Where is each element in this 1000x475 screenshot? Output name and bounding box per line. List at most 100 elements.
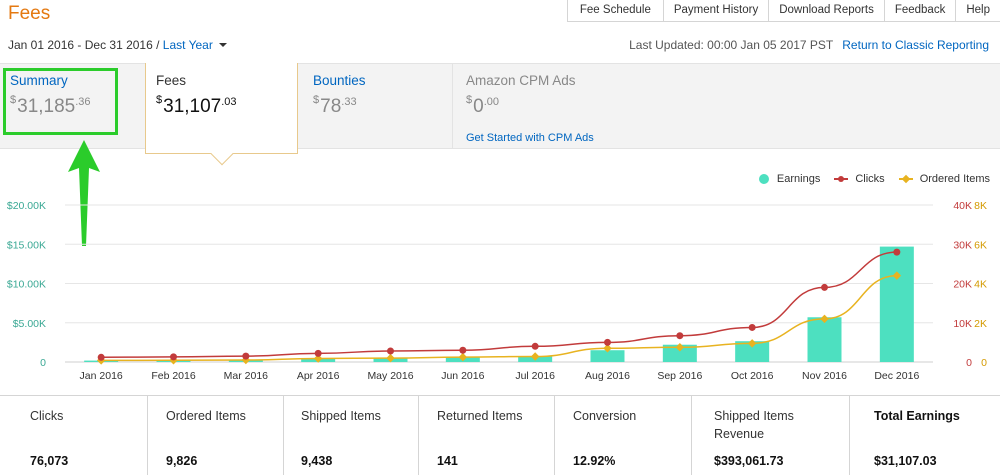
stat-label: Shipped Items	[301, 409, 381, 423]
active-tab-pointer	[210, 142, 234, 166]
page-title: Fees	[8, 3, 51, 24]
point-clicks	[459, 346, 467, 354]
tab-fees-label: Fees	[156, 73, 187, 88]
amount-cents: .33	[341, 96, 357, 108]
x-tick-label: Jan 2016	[80, 370, 123, 382]
stat-label: Ordered Items	[166, 409, 246, 423]
stat-label: Total Earnings	[874, 409, 960, 423]
legend-ordered-swatch	[898, 174, 913, 183]
help-button[interactable]: Help	[955, 0, 1000, 22]
y-left-tick-label: $5.00K	[13, 318, 46, 330]
x-tick-label: May 2016	[367, 370, 413, 382]
caret-down-icon	[218, 43, 227, 47]
y-right-outer-tick-label: 10K	[953, 318, 972, 330]
x-tick-label: Oct 2016	[731, 370, 774, 382]
amount-whole: 31,107	[163, 96, 222, 117]
tab-cpm-label: Amazon CPM Ads	[466, 73, 576, 88]
stat-returned-items: Returned Items 141	[419, 396, 555, 475]
tab-fees[interactable]: Fees $31,107.03	[145, 63, 298, 166]
date-range: Jan 01 2016 - Dec 31 2016 / Last Year	[8, 38, 227, 52]
currency-symbol: $	[156, 94, 163, 106]
y-right-inner-tick-label: 6K	[974, 239, 987, 251]
classic-reporting-link[interactable]: Return to Classic Reporting	[842, 38, 989, 52]
tab-summary[interactable]: Summary $31,185.36	[0, 63, 145, 149]
y-right-outer-tick-label: 20K	[953, 279, 972, 291]
x-tick-label: Jun 2016	[441, 370, 484, 382]
x-tick-label: Aug 2016	[585, 370, 630, 382]
x-tick-label: Dec 2016	[874, 370, 919, 382]
stat-total-earnings: Total Earnings $31,107.03	[850, 396, 1000, 475]
date-preset-dropdown[interactable]: Last Year	[163, 38, 227, 52]
tab-summary-amount: $31,185.36	[10, 94, 135, 118]
point-clicks	[676, 332, 684, 340]
cpm-get-started-link[interactable]: Get Started with CPM Ads	[466, 132, 594, 144]
tab-cpm-amount: $0.00	[466, 94, 646, 118]
currency-symbol: $	[466, 94, 473, 106]
amount-cents: .36	[75, 96, 91, 108]
date-range-text: Jan 01 2016 - Dec 31 2016	[8, 38, 153, 52]
stat-value: 9,826	[166, 454, 198, 468]
y-right-outer-tick-label: 40K	[953, 200, 972, 212]
tab-cpm-ads[interactable]: Amazon CPM Ads $0.00 Get Started with CP…	[456, 63, 656, 149]
amount-whole: 78	[320, 96, 342, 117]
legend-clicks[interactable]: Clicks	[834, 173, 885, 185]
legend-ordered-label: Ordered Items	[919, 173, 990, 185]
y-left-tick-label: $10.00K	[7, 279, 46, 291]
point-ordered-items	[530, 352, 540, 361]
y-right-outer-tick-label: 30K	[953, 239, 972, 251]
download-reports-button[interactable]: Download Reports	[768, 0, 884, 22]
fee-schedule-button[interactable]: Fee Schedule	[566, 0, 663, 22]
y-right-outer-tick-label: 0	[966, 357, 972, 369]
legend-ordered-items[interactable]: Ordered Items	[898, 173, 990, 185]
stat-value: $31,107.03	[874, 454, 937, 468]
status-row: Last Updated: 00:00 Jan 05 2017 PST Retur…	[629, 38, 989, 52]
point-clicks	[242, 352, 250, 360]
stat-label: Conversion	[573, 409, 637, 423]
currency-symbol: $	[313, 94, 320, 106]
point-clicks	[893, 248, 901, 256]
stat-value: 12.92%	[573, 454, 616, 468]
tab-fees-amount: $31,107.03	[156, 94, 287, 118]
y-right-inner-tick-label: 2K	[974, 318, 987, 330]
point-clicks	[314, 349, 322, 357]
point-ordered-items	[458, 352, 468, 362]
payment-history-button[interactable]: Payment History	[662, 0, 769, 22]
bar-earnings	[590, 350, 625, 362]
stat-label: Returned Items	[437, 409, 523, 423]
y-right-inner-tick-label: 0	[981, 357, 987, 369]
stat-conversion: Conversion 12.92%	[555, 396, 692, 475]
legend-earnings[interactable]: Earnings	[758, 173, 821, 185]
stat-label: Shipped Items Revenue	[714, 409, 794, 441]
tab-summary-label: Summary	[10, 73, 68, 88]
point-ordered-items	[675, 343, 685, 352]
last-updated-text: Last Updated: 00:00 Jan 05 2017 PST	[629, 38, 834, 52]
tab-bounties[interactable]: Bounties $78.33	[303, 63, 453, 149]
legend-earnings-swatch	[758, 174, 769, 184]
tab-bounties-amount: $78.33	[313, 94, 442, 118]
y-right-inner-tick-label: 8K	[974, 200, 987, 212]
x-tick-label: Jul 2016	[515, 370, 555, 382]
bar-earnings	[735, 341, 770, 362]
stat-shipped-revenue: Shipped Items Revenue $393,061.73	[692, 396, 850, 475]
point-clicks	[604, 338, 611, 346]
legend-earnings-label: Earnings	[776, 173, 821, 185]
stats-bar: Clicks 76,073 Ordered Items 9,826 Shipped …	[0, 395, 1000, 475]
point-clicks	[531, 342, 539, 350]
amount-cents: .00	[483, 96, 499, 108]
date-separator: /	[152, 38, 163, 52]
point-clicks	[387, 347, 394, 355]
feedback-button[interactable]: Feedback	[883, 0, 956, 22]
top-nav: Fee Schedule Payment History Download Re…	[566, 0, 1000, 22]
point-clicks	[97, 353, 105, 361]
bar-earnings	[662, 344, 697, 362]
point-ordered-items	[313, 354, 323, 363]
point-ordered-items	[386, 353, 395, 363]
tab-bounties-label: Bounties	[313, 73, 366, 88]
y-left-tick-label: $15.00K	[7, 239, 46, 251]
stat-value: 76,073	[30, 454, 69, 468]
earnings-chart: 0 0 0 $5.00K 10K 2K $10.00K 20K 4K $15.00K 30K 6K $2…	[0, 165, 1000, 395]
x-tick-label: Nov 2016	[802, 370, 847, 382]
stat-shipped-items: Shipped Items 9,438	[284, 396, 419, 475]
stat-value: 9,438	[301, 454, 333, 468]
y-left-tick-label: 0	[40, 357, 46, 369]
